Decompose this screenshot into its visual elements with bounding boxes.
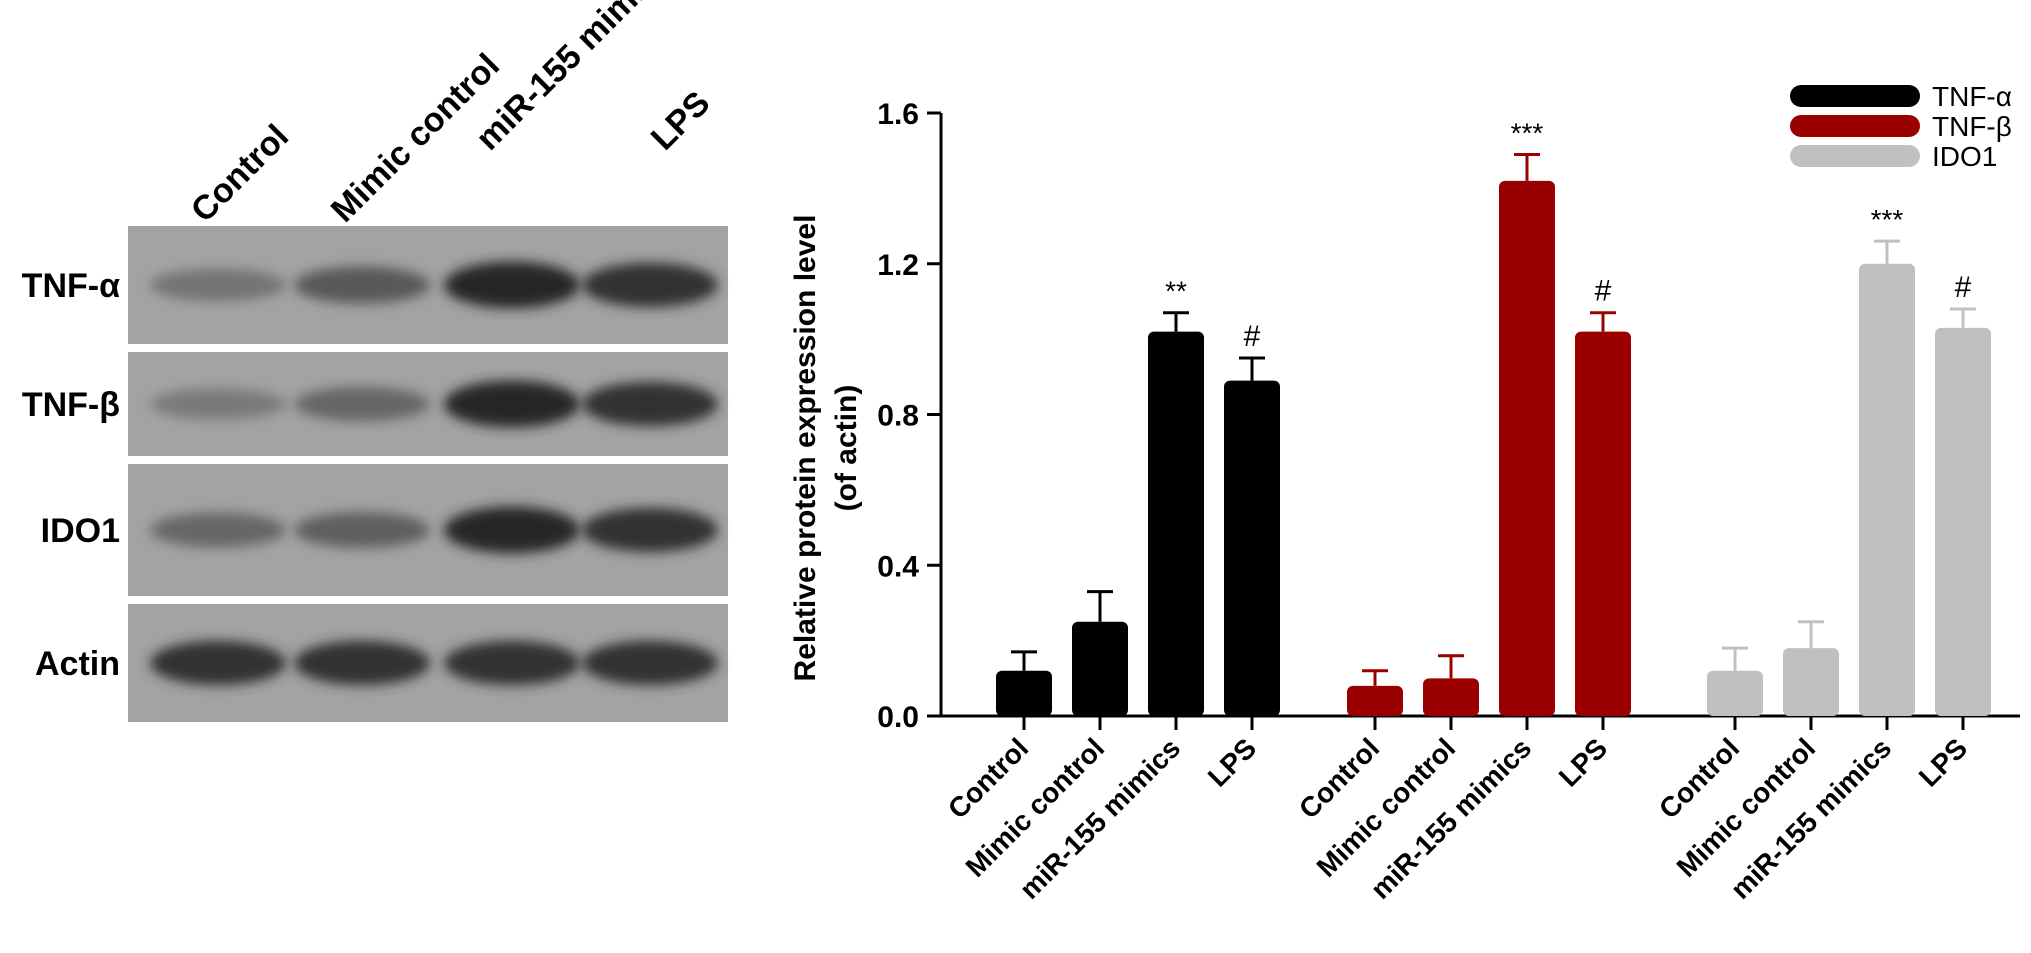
blot-band: [150, 268, 286, 302]
legend-swatch: [1790, 145, 1920, 167]
x-tick-label: LPS: [1913, 732, 1973, 792]
legend-swatch: [1790, 85, 1920, 107]
legend-label: IDO1: [1932, 141, 1997, 172]
blot-row: [128, 352, 728, 456]
blot-band: [150, 640, 286, 686]
bar: [1072, 621, 1128, 716]
blot-band: [444, 640, 580, 686]
y-tick-label: 0.8: [877, 400, 919, 433]
blot-row-label: Actin: [35, 645, 120, 683]
significance-label: ***: [1871, 204, 1904, 235]
bar: [1423, 678, 1479, 716]
y-axis-unit: (of actin): [830, 385, 863, 512]
legend-label: TNF-β: [1932, 111, 2012, 142]
blot-row-label: TNF-α: [22, 267, 120, 305]
bar: [1859, 263, 1915, 716]
y-tick-label: 0.4: [877, 550, 919, 583]
significance-label: #: [1595, 275, 1612, 308]
blot-row: [128, 226, 728, 344]
y-axis-label: Relative protein expression level: [789, 215, 822, 682]
bar: [996, 670, 1052, 716]
blot-band: [582, 640, 718, 686]
significance-label: #: [1244, 320, 1261, 353]
blot-row-label: TNF-β: [22, 386, 120, 424]
legend-label: TNF-α: [1932, 81, 2012, 112]
x-tick-label: LPS: [1202, 732, 1262, 792]
bar: [1783, 648, 1839, 716]
blot-band: [294, 386, 430, 422]
blot-row: [128, 604, 728, 722]
blot-row-label: IDO1: [41, 512, 120, 550]
significance-label: **: [1165, 276, 1187, 307]
blot-lane-label: LPS: [644, 84, 718, 158]
blot-band: [444, 506, 580, 554]
blot-band: [582, 507, 718, 553]
bar-chart: 0.0 0.4 0.8 1.2 1.6 Relative protein expressi…: [789, 81, 2020, 905]
bar: [1347, 685, 1403, 716]
bar: [1935, 327, 1991, 716]
bar: [1575, 331, 1631, 716]
blot-band: [294, 512, 430, 548]
blot-band: [150, 512, 286, 548]
bar: [1499, 180, 1555, 716]
blot-band: [582, 381, 718, 427]
significance-label: ***: [1511, 117, 1544, 148]
blot-band: [294, 640, 430, 686]
y-tick-label: 1.6: [877, 98, 919, 131]
blot-lane-label: Control: [184, 117, 296, 229]
blot-band: [444, 380, 580, 428]
bar: [1707, 670, 1763, 716]
bar: [1224, 380, 1280, 716]
blot-row: [128, 464, 728, 596]
blot-band: [444, 261, 580, 309]
x-tick-label: LPS: [1553, 732, 1613, 792]
bar: [1148, 331, 1204, 716]
blot-band: [150, 388, 286, 420]
blot-band: [294, 266, 430, 304]
y-tick-label: 0.0: [877, 701, 919, 734]
legend-swatch: [1790, 115, 1920, 137]
y-tick-label: 1.2: [877, 249, 919, 282]
significance-label: #: [1955, 271, 1972, 304]
blot-band: [582, 262, 718, 308]
